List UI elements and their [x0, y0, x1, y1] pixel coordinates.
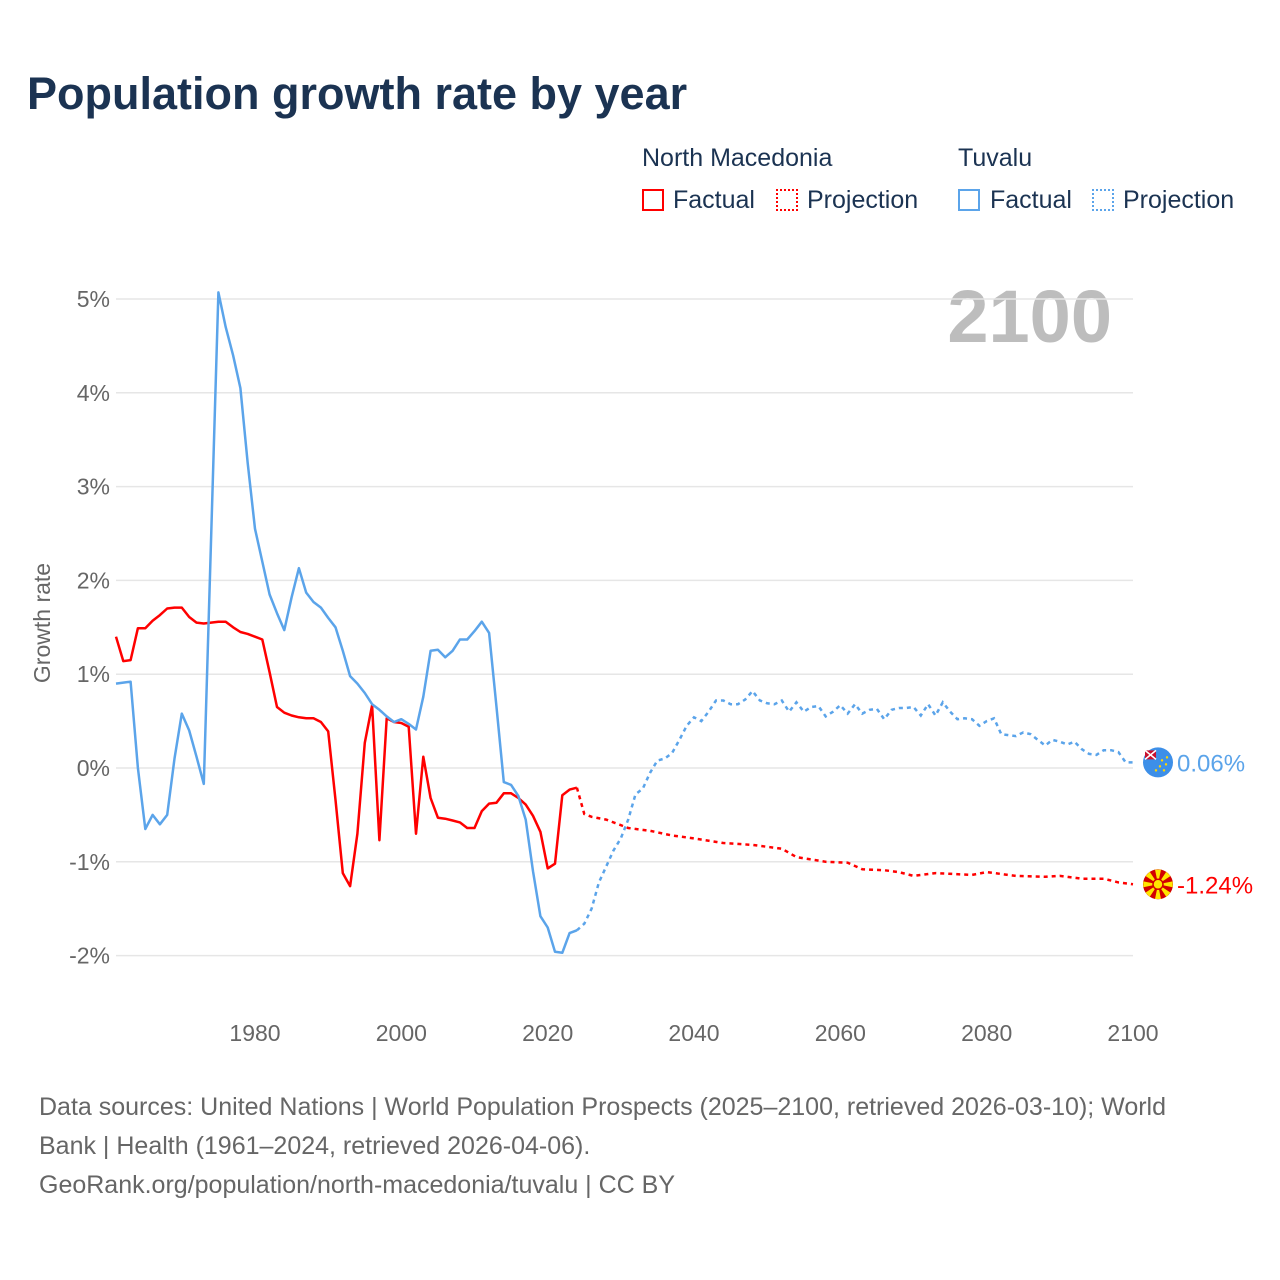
tuvalu-projection-line	[576, 689, 1133, 932]
x-tick-label: 2080	[961, 1020, 1012, 1046]
north-macedonia-end-value-label: -1.24%	[1177, 872, 1253, 899]
tuvalu-flag-icon	[1143, 747, 1173, 778]
legend-label-nm-factual[interactable]: Factual	[673, 186, 755, 214]
legend-swatch-nm-factual	[642, 189, 664, 211]
footer-line-2: Bank | Health (1961–2024, retrieved 2026…	[39, 1132, 591, 1160]
footer-sources: Data sources: United Nations | World Pop…	[39, 1088, 1239, 1205]
footer-line-1: Data sources: United Nations | World Pop…	[39, 1093, 1167, 1121]
legend-label-nm-projection[interactable]: Projection	[807, 186, 919, 214]
legend-swatch-tv-projection	[1092, 189, 1114, 211]
x-tick-label: 2000	[376, 1020, 427, 1046]
tuvalu-end-value-label: 0.06%	[1177, 750, 1245, 777]
y-axis-label: Growth rate	[29, 563, 55, 683]
x-tick-label: 2040	[668, 1020, 719, 1046]
legend-swatch-nm-projection	[776, 189, 798, 211]
legend-label-tv-projection[interactable]: Projection	[1123, 186, 1235, 214]
flag-star	[1165, 756, 1169, 759]
tuvalu-factual-line	[115, 291, 578, 955]
legend-group-tuvalu: Tuvalu	[958, 144, 1033, 172]
y-tick-label: -2%	[69, 943, 110, 969]
legend-label-tv-factual[interactable]: Factual	[990, 186, 1072, 214]
y-tick-label: 2%	[77, 567, 110, 593]
flag-ray	[1143, 881, 1158, 888]
north-macedonia-factual-line	[114, 606, 578, 888]
legend-group-north-macedonia: North Macedonia	[642, 144, 833, 172]
flag-ray	[1155, 884, 1161, 900]
flag-ray	[1158, 881, 1173, 888]
x-tick-label: 2020	[522, 1020, 573, 1046]
legend-swatch-tv-factual	[958, 189, 980, 211]
y-tick-label: -1%	[69, 849, 110, 875]
y-tick-label: 1%	[77, 661, 110, 687]
y-tick-label: 0%	[77, 755, 110, 781]
flag-ray	[1155, 869, 1161, 885]
y-tick-label: 3%	[77, 474, 110, 500]
x-tick-label: 1980	[229, 1020, 280, 1046]
current-year-watermark: 2100	[947, 275, 1112, 358]
flag-star	[1164, 763, 1168, 766]
flag-star	[1158, 765, 1162, 768]
flag-star	[1154, 769, 1158, 772]
y-tick-label: 5%	[77, 286, 110, 312]
flag-union-jack-cross	[1144, 749, 1157, 760]
x-tick-label: 2100	[1107, 1020, 1158, 1046]
chart-title: Population growth rate by year	[27, 68, 688, 119]
flag-sun	[1152, 878, 1164, 891]
flag-star	[1162, 769, 1166, 772]
flag-star	[1160, 759, 1164, 762]
north-macedonia-projection-line	[575, 787, 1134, 886]
x-tick-label: 2060	[815, 1020, 866, 1046]
y-tick-label: 4%	[77, 380, 110, 406]
north-macedonia-flag-icon	[1143, 869, 1173, 900]
footer-line-3[interactable]: GeoRank.org/population/north-macedonia/t…	[39, 1171, 676, 1199]
